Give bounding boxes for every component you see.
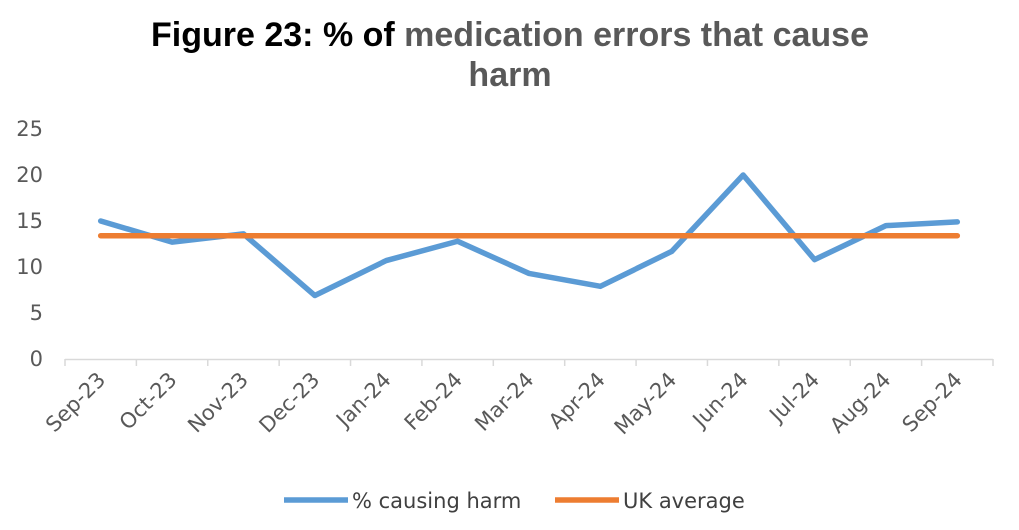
x-tick-label: Jul-24 xyxy=(764,368,825,429)
chart-title-part1: Figure 23: % of xyxy=(151,16,404,54)
x-tick-label: Sep-23 xyxy=(41,368,110,437)
x-tick-label: Apr-24 xyxy=(544,368,610,434)
x-tick-label: Sep-24 xyxy=(898,368,967,437)
legend: % causing harm UK average xyxy=(284,489,745,513)
x-tick-label: Jun-24 xyxy=(687,368,753,434)
y-tick-label: 10 xyxy=(16,255,43,279)
y-axis: 0 5 10 15 20 25 xyxy=(16,117,43,371)
x-tick-label: Oct-23 xyxy=(115,368,182,435)
x-tick-label: Jan-24 xyxy=(330,368,396,434)
y-tick-label: 5 xyxy=(30,301,43,325)
chart-title-line2: harm xyxy=(468,56,551,94)
x-axis: Sep-23 Oct-23 Nov-23 Dec-23 Jan-24 Feb-24 Mar-… xyxy=(41,358,994,440)
chart-title-part2: medication errors that cause xyxy=(404,16,869,54)
x-tick-label: May-24 xyxy=(610,368,682,440)
y-tick-label: 0 xyxy=(30,347,43,371)
x-tick-label: Nov-23 xyxy=(183,368,253,438)
series-layer xyxy=(97,172,961,299)
x-tick-label: Mar-24 xyxy=(470,368,538,436)
legend-label: % causing harm xyxy=(352,489,521,513)
x-tick-label: Dec-23 xyxy=(254,368,324,438)
legend-label: UK average xyxy=(623,489,745,513)
x-tick-label: Aug-24 xyxy=(825,368,895,438)
y-tick-label: 20 xyxy=(16,163,43,187)
y-tick-label: 15 xyxy=(16,209,43,233)
x-tick-label: Feb-24 xyxy=(400,368,468,436)
y-tick-label: 25 xyxy=(16,117,43,141)
chart-title: Figure 23: % of medication errors that c… xyxy=(151,16,869,54)
